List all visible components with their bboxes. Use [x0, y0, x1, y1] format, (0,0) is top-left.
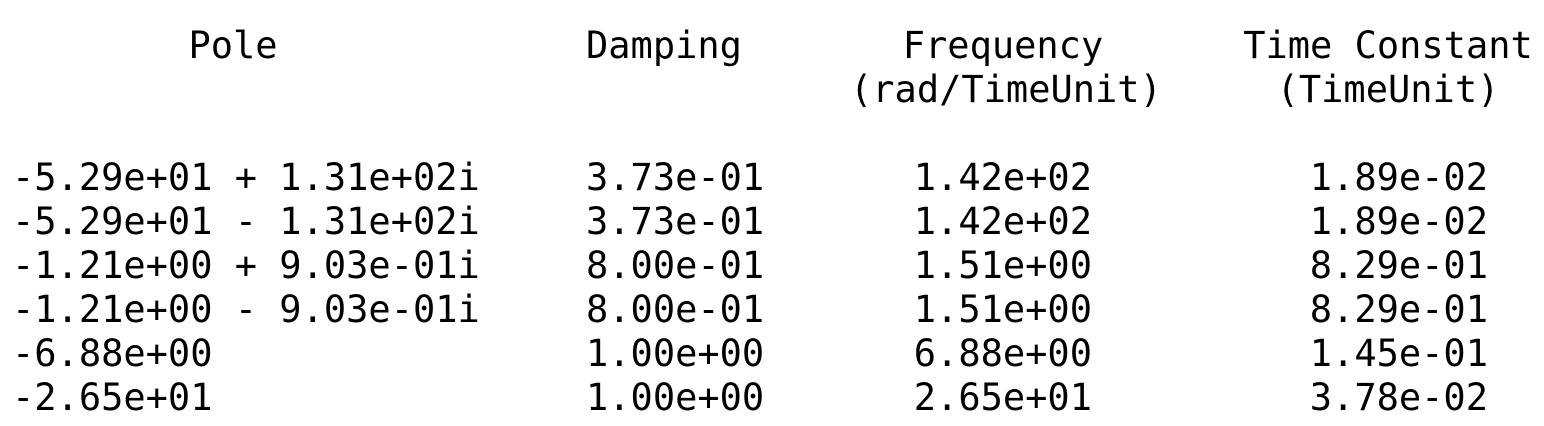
damping-value: 8.00e-01 [586, 288, 765, 331]
damping-value: 1.00e+00 [586, 376, 765, 419]
pole-value: -5.29e+01 + 1.31e+02i [12, 156, 480, 199]
time-constant-value: 1.89e-02 [1309, 200, 1488, 243]
pole-value: -6.88e+00 [12, 332, 213, 375]
frequency-value: 2.65e+01 [913, 376, 1092, 419]
damping-value: 8.00e-01 [586, 244, 765, 287]
header-pole: Pole [188, 24, 278, 67]
pole-value: -1.21e+00 + 9.03e-01i [12, 244, 480, 287]
header-time-constant: Time Constant [1243, 24, 1533, 67]
header-frequency-unit: (rad/TimeUnit) [850, 68, 1162, 111]
time-constant-value: 3.78e-02 [1309, 376, 1488, 419]
time-constant-value: 8.29e-01 [1309, 244, 1488, 287]
pole-value: -2.65e+01 [12, 376, 213, 419]
frequency-value: 1.51e+00 [913, 244, 1092, 287]
frequency-value: 1.42e+02 [913, 156, 1092, 199]
frequency-value: 6.88e+00 [913, 332, 1092, 375]
frequency-value: 1.42e+02 [913, 200, 1092, 243]
damping-value: 3.73e-01 [586, 156, 765, 199]
pole-value: -5.29e+01 - 1.31e+02i [12, 200, 480, 243]
pole-value: -1.21e+00 - 9.03e-01i [12, 288, 480, 331]
time-constant-value: 1.89e-02 [1309, 156, 1488, 199]
damping-value: 3.73e-01 [586, 200, 765, 243]
header-time-constant-unit: (TimeUnit) [1276, 68, 1500, 111]
time-constant-value: 8.29e-01 [1309, 288, 1488, 331]
header-damping: Damping [586, 24, 742, 67]
time-constant-value: 1.45e-01 [1309, 332, 1488, 375]
header-frequency: Frequency [902, 24, 1104, 67]
damping-value: 1.00e+00 [586, 332, 765, 375]
frequency-value: 1.51e+00 [913, 288, 1092, 331]
